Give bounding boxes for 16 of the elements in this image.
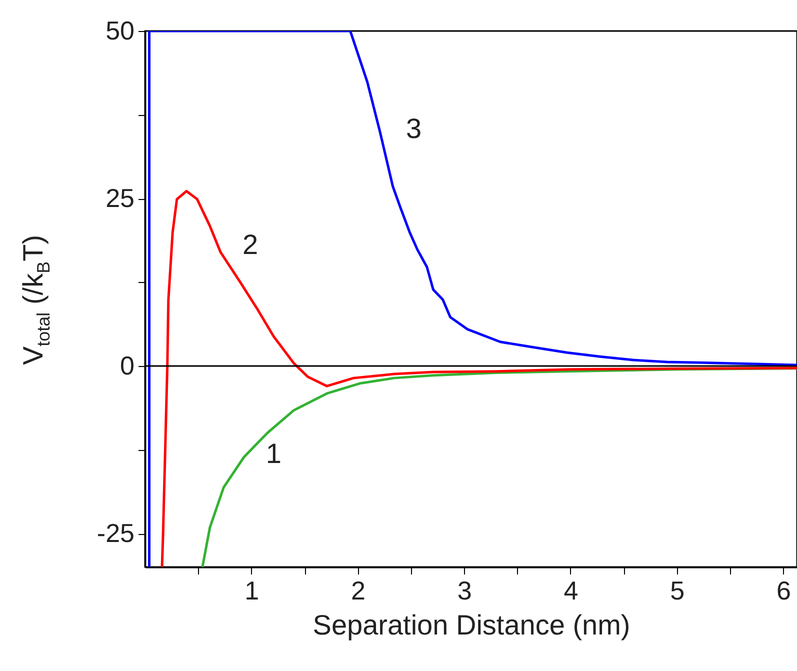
x-tick-label: 3	[457, 576, 472, 606]
line-series	[160, 190, 797, 567]
y-tick-label: 25	[106, 183, 134, 213]
x-tick-label: 2	[350, 576, 366, 606]
line-series	[148, 31, 797, 567]
x-tick-label: 5	[670, 576, 685, 606]
y-tick-label: -25	[96, 518, 134, 548]
series-label: 1	[266, 438, 282, 470]
series-label: 2	[242, 229, 258, 260]
series-label: 3	[406, 113, 422, 144]
x-tick-label: 1	[244, 576, 260, 606]
y-tick-label: 50	[106, 16, 134, 46]
x-axis-title: Separation Distance (nm)	[312, 610, 630, 640]
x-tick-label: 4	[564, 576, 578, 606]
x-tick-label: 6	[776, 576, 791, 606]
y-tick-label: 0	[120, 350, 134, 380]
